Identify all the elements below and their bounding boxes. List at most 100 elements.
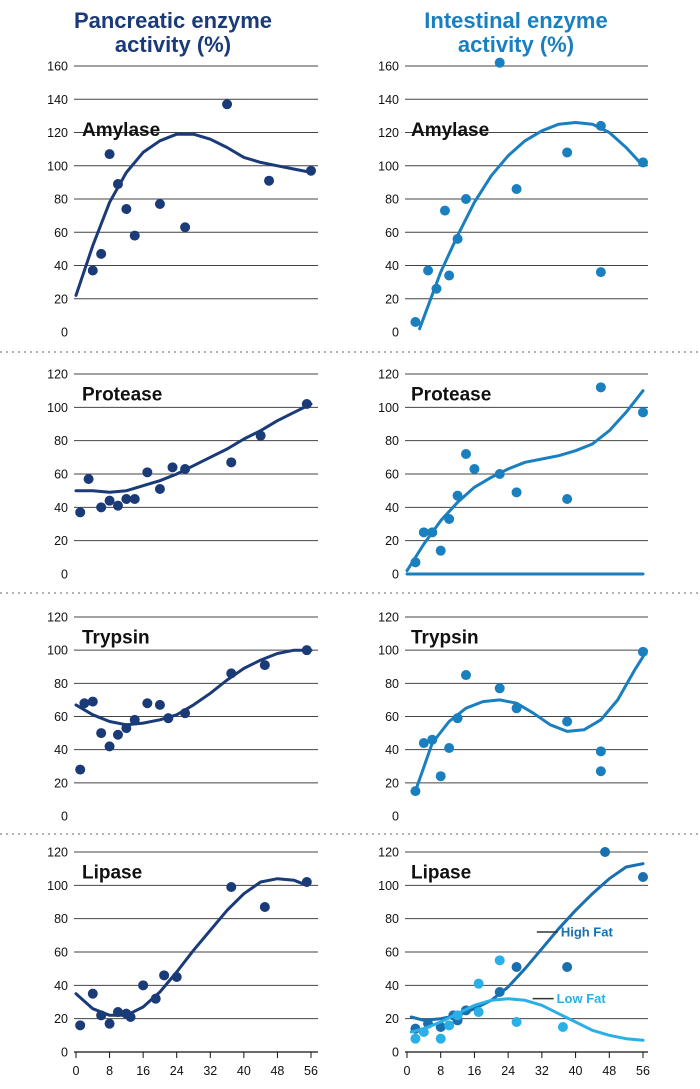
y-tick-label: 120 (47, 126, 68, 140)
data-point (461, 449, 471, 459)
x-tick-label: 40 (237, 1064, 251, 1078)
x-tick-label: 32 (203, 1064, 217, 1078)
data-point (226, 882, 237, 892)
data-point (167, 462, 178, 473)
data-point (87, 988, 98, 999)
data-point (410, 317, 421, 328)
panel-label: Lipase (82, 863, 142, 884)
y-tick-label: 100 (47, 644, 68, 658)
data-point (410, 1033, 421, 1044)
y-tick-label: 100 (378, 159, 399, 173)
data-point (104, 1018, 115, 1029)
data-point (121, 203, 132, 214)
data-point (121, 723, 132, 734)
intestinal-x-axis: 0 8 16 24 32 40 48 56 (404, 1051, 650, 1078)
intestinal-trypsin-panel: 0 20 40 60 80 100 120 Trypsin (378, 611, 648, 824)
data-point (461, 194, 471, 204)
y-tick-label: 40 (385, 501, 399, 515)
data-point (427, 734, 438, 745)
y-tick-label: 80 (385, 434, 399, 448)
data-point (129, 714, 140, 725)
pancreatic-title-line2: activity (%) (115, 32, 231, 57)
y-tick-label: 40 (54, 979, 68, 993)
pancreatic-trypsin-panel: 0 20 40 60 80 100 120 Trypsin (47, 611, 318, 824)
y-tick-label: 20 (54, 776, 68, 790)
x-tick-label: 0 (404, 1064, 411, 1078)
x-tick-label: 48 (270, 1064, 284, 1078)
data-point (138, 980, 149, 991)
y-tick-label: 80 (385, 193, 399, 207)
y-tick-label: 80 (54, 193, 68, 207)
y-tick-label: 40 (54, 501, 68, 515)
y-tick-label: 140 (378, 93, 399, 107)
y-tick-label: 120 (378, 368, 399, 382)
data-point (301, 877, 312, 887)
data-point (96, 248, 107, 259)
data-point (494, 987, 505, 997)
data-point (557, 1022, 568, 1032)
data-point (511, 1017, 522, 1027)
x-tick-label: 40 (569, 1064, 583, 1078)
data-point (301, 399, 312, 409)
data-point (96, 728, 107, 739)
data-point (600, 847, 611, 857)
data-point (595, 267, 606, 278)
data-point (511, 487, 522, 498)
x-tick-label: 24 (170, 1064, 184, 1078)
data-point (222, 99, 233, 110)
y-tick-label: 40 (54, 743, 68, 757)
data-point (264, 175, 275, 186)
data-point (511, 184, 522, 195)
data-point (226, 457, 237, 468)
data-point (418, 1027, 429, 1037)
y-tick-label: 40 (385, 259, 399, 273)
data-point (444, 270, 455, 281)
intestinal-title-line2: activity (%) (458, 32, 574, 57)
data-point (142, 467, 153, 478)
y-tick-label: 100 (378, 644, 399, 658)
y-tick-label: 100 (378, 879, 399, 893)
panel-label: Trypsin (82, 628, 150, 649)
x-tick-label: 8 (106, 1064, 113, 1078)
data-point (410, 786, 421, 797)
data-point (410, 557, 421, 568)
trend-line (74, 402, 313, 494)
pancreatic-lipase-panel: 0 20 40 60 80 100 120 Lipase (47, 846, 318, 1060)
series-label: High Fat (561, 925, 614, 940)
data-point (494, 57, 505, 68)
data-point (75, 507, 86, 518)
data-point (112, 179, 123, 190)
y-tick-label: 120 (378, 126, 399, 140)
trend-line (413, 655, 645, 793)
y-tick-label: 80 (385, 912, 399, 926)
data-point (444, 743, 455, 754)
x-tick-label: 56 (304, 1064, 318, 1078)
data-point (150, 993, 161, 1004)
y-tick-label: 0 (392, 326, 399, 340)
data-point (79, 698, 90, 709)
y-tick-label: 0 (61, 568, 68, 582)
data-point (75, 764, 86, 775)
y-tick-label: 80 (54, 912, 68, 926)
data-point (427, 527, 438, 538)
y-tick-label: 140 (47, 93, 68, 107)
data-point (163, 713, 174, 724)
data-point (255, 430, 266, 441)
data-point (431, 283, 442, 294)
y-tick-label: 60 (54, 226, 68, 240)
y-tick-label: 60 (54, 468, 68, 482)
data-point (452, 1010, 463, 1021)
data-point (104, 495, 115, 506)
data-point (154, 484, 165, 494)
y-tick-label: 20 (54, 534, 68, 548)
series-label: Low Fat (557, 991, 607, 1006)
trend-line (409, 862, 645, 1022)
data-point (306, 165, 316, 176)
data-point (159, 970, 170, 981)
pancreatic-title-line1: Pancreatic enzyme (74, 8, 272, 33)
y-tick-label: 0 (392, 568, 399, 582)
data-point (562, 147, 573, 158)
data-point (595, 766, 606, 777)
data-point (452, 233, 463, 244)
data-point (494, 469, 505, 479)
